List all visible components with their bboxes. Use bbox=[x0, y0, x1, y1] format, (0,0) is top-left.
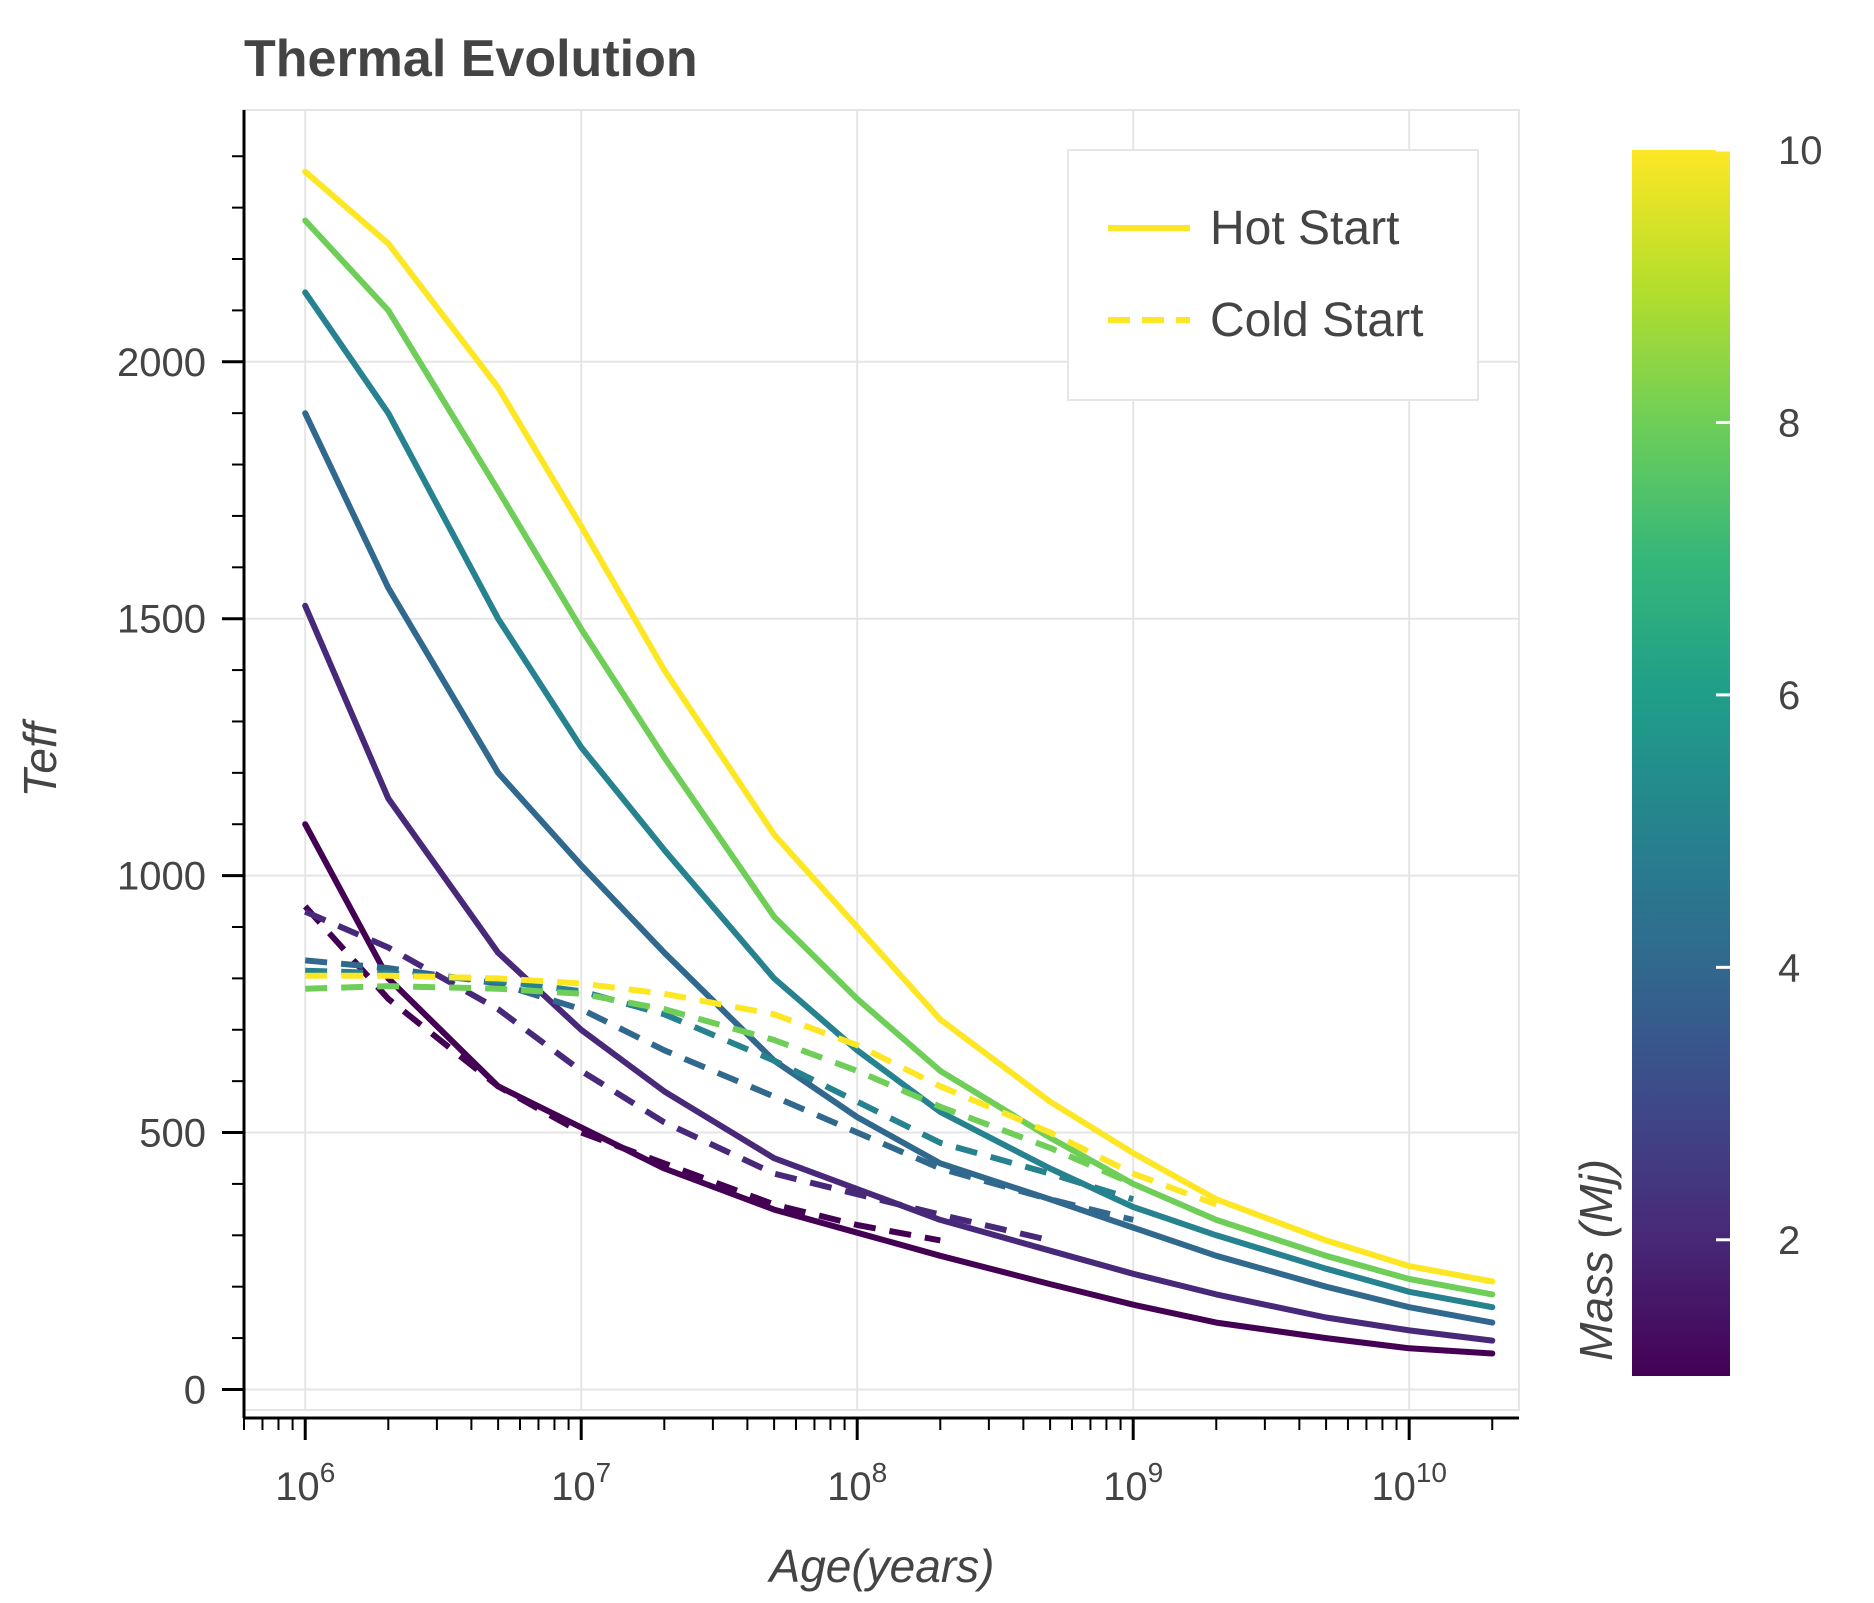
colorbar-gradient bbox=[1632, 150, 1730, 1376]
legend-label-cold-start: Cold Start bbox=[1210, 294, 1423, 347]
legend-box bbox=[1067, 149, 1479, 401]
colorbar-ticks: 2 4 6 8 10 bbox=[1716, 129, 1823, 1263]
y-tick-label: 1000 bbox=[117, 855, 206, 899]
hot-start-line-mass-4 bbox=[302, 410, 1496, 1326]
x-tick-label: 109 bbox=[1103, 1457, 1163, 1509]
x-axis-label: Age(years) bbox=[767, 1540, 995, 1592]
x-tick-label: 107 bbox=[551, 1457, 611, 1509]
legend: Hot Start Cold Start bbox=[1067, 149, 1479, 401]
cold-start-line-mass-2-5 bbox=[304, 908, 1051, 1244]
hot-start-line-mass-1 bbox=[302, 821, 1496, 1357]
colorbar-label: Mass (Mj) bbox=[1570, 1159, 1622, 1361]
colorbar-tick-label: 6 bbox=[1778, 674, 1800, 718]
y-tick-label: 2000 bbox=[117, 341, 206, 385]
legend-label-hot-start: Hot Start bbox=[1210, 202, 1399, 255]
chart-title: Thermal Evolution bbox=[244, 30, 698, 88]
cold-start-line-mass-10 bbox=[305, 972, 1218, 1208]
y-tick-label: 0 bbox=[184, 1368, 206, 1412]
colorbar-tick-label: 8 bbox=[1778, 401, 1800, 445]
y-axis: 0 500 1000 1500 2000 bbox=[117, 155, 244, 1412]
x-tick-label: 1010 bbox=[1371, 1457, 1447, 1509]
y-axis-label: Teff bbox=[14, 718, 66, 797]
hot-start-line-mass-10 bbox=[302, 168, 1496, 1285]
cold-start-line-mass-4 bbox=[304, 957, 1134, 1223]
hot-start-line-mass-8 bbox=[302, 217, 1496, 1298]
colorbar-tick-label: 4 bbox=[1778, 946, 1800, 990]
x-tick-label: 106 bbox=[275, 1457, 335, 1509]
y-tick-label: 500 bbox=[139, 1112, 206, 1156]
y-tick-label: 1500 bbox=[117, 598, 206, 642]
x-tick-label: 108 bbox=[827, 1457, 887, 1509]
x-axis: 106 107 108 109 1010 bbox=[243, 1418, 1494, 1509]
hot-start-line-mass-6 bbox=[302, 289, 1496, 1311]
colorbar-tick-label: 10 bbox=[1778, 129, 1823, 173]
cold-start-line-mass-1 bbox=[302, 904, 941, 1244]
colorbar: 2 4 6 8 10 Mass (Mj) bbox=[1570, 129, 1823, 1376]
series-lines bbox=[302, 168, 1496, 1357]
cold-start-line-mass-6 bbox=[305, 967, 1135, 1203]
cold-start-line-mass-8 bbox=[305, 983, 1135, 1187]
colorbar-tick-label: 2 bbox=[1778, 1219, 1800, 1263]
